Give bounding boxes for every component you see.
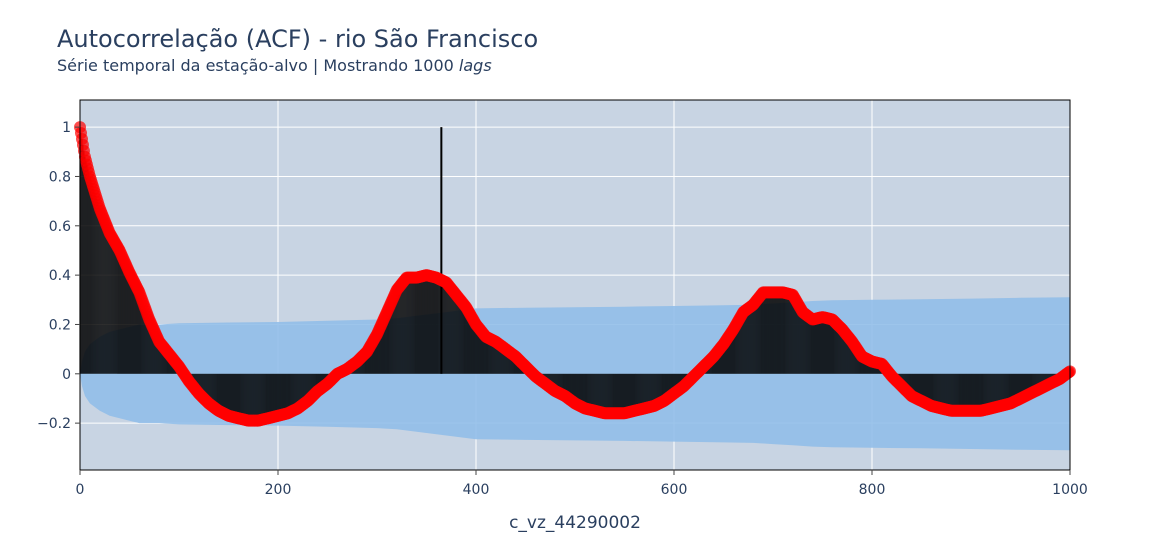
acf-points xyxy=(74,121,1076,427)
y-axis-ticks: −0.2 0 0.2 0.4 0.6 0.8 1 xyxy=(37,120,80,432)
y-tick-label: 1 xyxy=(62,120,71,136)
chart-subtitle-main: Série temporal da estação-alvo | Mostran… xyxy=(57,56,459,75)
y-tick-label: 0.4 xyxy=(49,268,71,284)
chart-subtitle-italic: lags xyxy=(458,56,492,75)
y-tick-label: 0.2 xyxy=(49,317,71,333)
plot-border xyxy=(79,99,1071,471)
x-tick-label: 1000 xyxy=(1052,482,1088,498)
x-tick-label: 600 xyxy=(661,482,688,498)
x-axis-title: c_vz_44290002 xyxy=(509,513,641,533)
x-tick-label: 0 xyxy=(76,482,85,498)
y-tick-label: −0.2 xyxy=(37,416,71,432)
y-tick-label: 0.6 xyxy=(49,219,71,235)
plot-frame xyxy=(79,99,1071,471)
y-tick-label: 0 xyxy=(62,367,71,383)
chart-title: Autocorrelação (ACF) - rio São Francisco xyxy=(57,25,539,53)
x-tick-label: 400 xyxy=(463,482,490,498)
y-tick-label: 0.8 xyxy=(49,169,71,185)
chart-subtitle: Série temporal da estação-alvo | Mostran… xyxy=(57,56,492,75)
x-tick-label: 800 xyxy=(859,482,886,498)
x-axis-ticks: 0 200 400 600 800 1000 xyxy=(76,470,1088,498)
x-tick-label: 200 xyxy=(265,482,292,498)
